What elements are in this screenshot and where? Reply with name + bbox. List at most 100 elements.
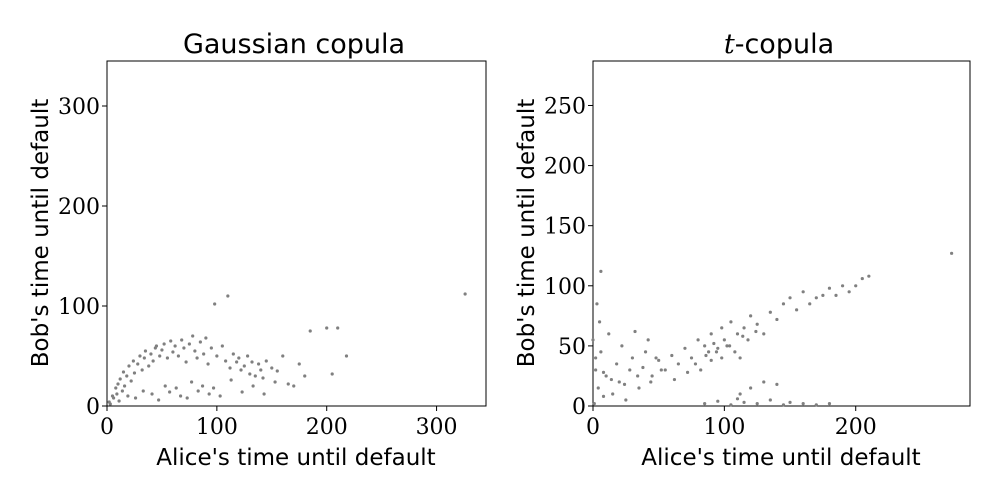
data-point xyxy=(226,294,230,298)
chart-title-t-rest: -copula xyxy=(735,29,834,60)
data-point xyxy=(604,374,608,378)
data-point xyxy=(801,290,805,294)
data-point xyxy=(620,344,624,348)
data-point xyxy=(242,364,246,368)
data-point xyxy=(273,380,277,384)
data-point xyxy=(840,284,845,288)
data-point xyxy=(712,341,716,346)
data-point xyxy=(168,390,172,394)
data-point xyxy=(742,400,746,404)
data-point xyxy=(704,353,708,358)
data-point xyxy=(261,376,265,380)
y-tick-label: 50 xyxy=(558,335,586,360)
y-ticks-gaussian: 0 100 200 300 xyxy=(58,95,107,420)
chart-title-t-copula: t-copula xyxy=(724,29,834,60)
data-point xyxy=(633,329,637,334)
plot-frame-t-copula xyxy=(592,60,971,407)
x-tick-label: 100 xyxy=(703,415,745,440)
data-point xyxy=(176,354,181,358)
y-tick-label: 200 xyxy=(58,195,100,220)
data-point xyxy=(741,334,745,338)
y-tick-label: 300 xyxy=(58,95,100,120)
data-point xyxy=(198,340,202,344)
data-point xyxy=(191,334,195,338)
data-point xyxy=(150,392,154,396)
data-point xyxy=(246,354,250,358)
data-point xyxy=(754,329,758,334)
data-point xyxy=(867,274,871,278)
data-point xyxy=(330,372,334,376)
data-point xyxy=(703,402,707,406)
data-point xyxy=(595,302,599,306)
data-point xyxy=(151,359,155,363)
data-point xyxy=(122,384,127,388)
x-tick-label: 0 xyxy=(586,415,600,440)
data-point xyxy=(138,354,142,358)
data-point xyxy=(676,362,680,366)
data-point xyxy=(646,338,650,342)
x-tick-label: 0 xyxy=(100,415,114,440)
data-point xyxy=(707,350,711,354)
y-tick-label: 0 xyxy=(86,395,100,420)
data-point xyxy=(847,290,851,294)
data-point xyxy=(165,356,170,360)
data-point xyxy=(118,377,122,381)
data-point xyxy=(275,369,279,373)
data-point xyxy=(251,384,255,388)
data-point xyxy=(714,350,719,354)
data-point xyxy=(738,356,742,360)
data-point xyxy=(599,269,603,273)
data-point xyxy=(257,362,261,366)
data-point xyxy=(218,394,222,398)
y-tick-label: 250 xyxy=(544,94,586,119)
data-point xyxy=(814,296,818,300)
data-point xyxy=(142,356,146,360)
data-point xyxy=(140,368,144,372)
data-point xyxy=(735,332,740,336)
data-point xyxy=(609,377,613,382)
data-point xyxy=(630,356,635,360)
y-tick-label: 150 xyxy=(544,215,586,240)
data-point xyxy=(189,380,194,384)
data-point xyxy=(746,338,750,342)
data-point xyxy=(240,390,244,394)
data-point xyxy=(733,350,737,354)
y-axis-label-t-copula: Bob's time until default xyxy=(514,99,540,368)
data-point xyxy=(801,402,805,406)
data-point xyxy=(235,360,239,364)
x-tick-label: 200 xyxy=(306,415,348,440)
data-point xyxy=(206,362,210,366)
y-tick-label: 100 xyxy=(58,295,100,320)
data-point xyxy=(788,296,792,300)
plot-frame-gaussian xyxy=(106,60,487,407)
data-point xyxy=(180,338,184,342)
data-point xyxy=(693,362,698,366)
data-point xyxy=(325,326,329,330)
data-point xyxy=(108,402,112,406)
data-point xyxy=(143,349,148,353)
x-ticks-t-copula: 0 100 200 xyxy=(586,406,877,440)
data-point xyxy=(162,342,166,346)
data-point xyxy=(239,368,243,372)
data-point xyxy=(663,368,667,372)
data-point xyxy=(821,293,825,298)
data-point xyxy=(596,386,600,390)
data-point xyxy=(768,398,772,402)
data-point xyxy=(211,386,216,390)
data-point xyxy=(950,251,954,255)
data-point xyxy=(220,344,224,348)
data-point xyxy=(597,320,602,324)
data-point xyxy=(742,326,746,330)
data-point xyxy=(775,317,779,322)
data-point xyxy=(344,354,349,358)
data-point xyxy=(154,344,159,348)
data-point xyxy=(762,332,766,336)
data-point xyxy=(827,402,832,406)
data-point xyxy=(592,402,596,406)
data-point xyxy=(703,344,707,348)
data-point xyxy=(114,386,118,390)
data-point xyxy=(200,384,205,388)
data-point xyxy=(615,362,619,366)
data-point xyxy=(157,398,161,402)
data-point xyxy=(116,382,120,386)
